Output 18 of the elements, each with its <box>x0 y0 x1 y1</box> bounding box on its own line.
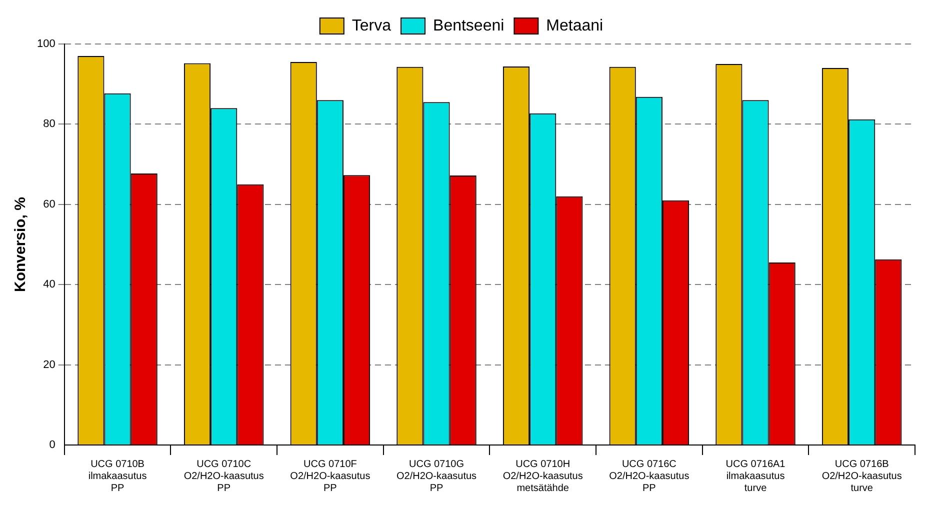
y-tick-label: 100 <box>36 38 56 50</box>
x-tick-label: UCG 0710H O2/H2O-kaasutus metsätähde <box>502 458 583 494</box>
y-tick-label: 40 <box>43 278 56 291</box>
x-tick-label: UCG 0710B ilmakaasutus PP <box>88 458 147 494</box>
x-tick-label: UCG 0710G O2/H2O-kaasutus PP <box>396 458 477 494</box>
y-tick-label: 60 <box>43 198 56 210</box>
y-tick-label: 80 <box>43 118 56 130</box>
legend-label: Bentseeni <box>433 17 504 34</box>
legend-label: Metaani <box>546 17 604 34</box>
x-tick-label: UCG 0716A1 ilmakaasutus turve <box>726 458 786 494</box>
x-tick-label: UCG 0710F O2/H2O-kaasutus PP <box>290 458 370 494</box>
legend-label: Terva <box>352 17 392 34</box>
x-tick-label: UCG 0716B O2/H2O-kaasutus turve <box>822 458 902 494</box>
y-tick-label: 0 <box>49 439 56 452</box>
y-tick-label: 20 <box>43 358 56 371</box>
y-axis-title: Konversio, % <box>12 196 30 292</box>
x-tick-label: UCG 0716C O2/H2O-kaasutus PP <box>609 458 690 494</box>
x-tick-label: UCG 0710C O2/H2O-kaasutus PP <box>184 458 264 494</box>
